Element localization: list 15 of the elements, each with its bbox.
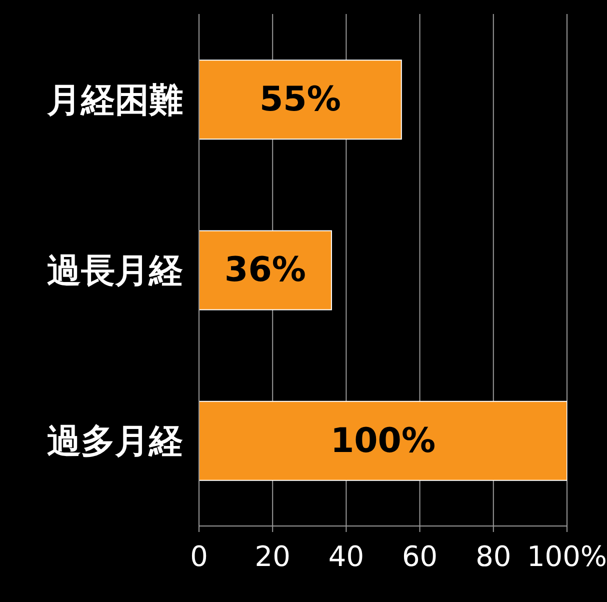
- data-label: 100%: [330, 420, 436, 461]
- x-tick-label: 100%: [526, 540, 607, 573]
- x-tick-label: 20: [254, 540, 290, 573]
- x-tick-label: 40: [328, 540, 364, 573]
- x-tick-label: 0: [190, 540, 208, 573]
- bar: [199, 230, 332, 310]
- y-tick-label: 過多月経: [47, 422, 183, 462]
- x-tick-label: 60: [402, 540, 438, 573]
- data-label: 36%: [224, 250, 306, 290]
- y-tick-label: 過長月経: [47, 251, 183, 292]
- data-label: 55%: [260, 80, 341, 120]
- x-tick-label: 80: [476, 540, 512, 573]
- bar: [199, 60, 402, 140]
- bar: [199, 400, 567, 481]
- y-tick-label: 月経困難: [46, 80, 183, 120]
